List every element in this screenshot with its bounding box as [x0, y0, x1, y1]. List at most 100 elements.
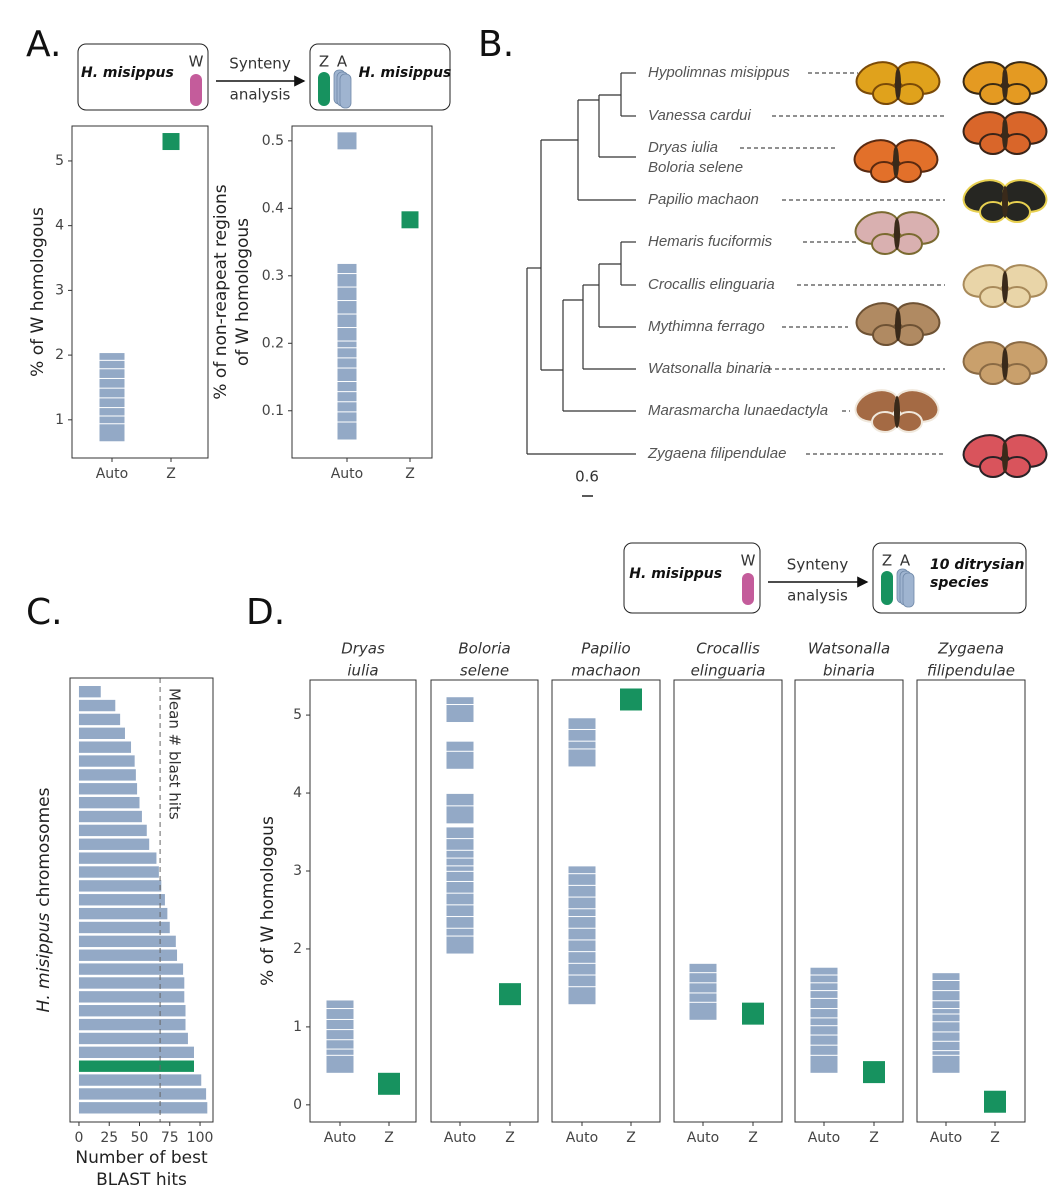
x-tick-label: 25	[100, 1130, 118, 1146]
chromosome-label: A	[337, 53, 348, 71]
bar	[78, 727, 125, 739]
facet-title: iulia	[347, 662, 378, 680]
x-tick-label: Z	[990, 1130, 1000, 1146]
facet-title: machaon	[571, 662, 640, 680]
y-axis-label: H. misippus chromosomes	[34, 787, 54, 1012]
w-chromosome	[742, 573, 754, 605]
bar	[78, 769, 136, 781]
body	[1002, 271, 1008, 303]
bar	[78, 935, 176, 948]
z-chromosome	[318, 72, 330, 106]
point	[741, 1001, 765, 1026]
specimen-photo	[962, 179, 1048, 223]
y-tick-label: 0.5	[262, 133, 284, 149]
bar	[78, 1074, 202, 1086]
x-tick-label: Auto	[444, 1130, 477, 1146]
bar	[78, 741, 132, 753]
species-label: Hypolimnas misippus	[648, 64, 790, 81]
chromosome-label: A	[900, 552, 911, 570]
bar	[78, 921, 170, 934]
x-tick-label: Z	[626, 1130, 636, 1146]
y-tick-label: 3	[293, 863, 302, 879]
specimen-photo	[962, 111, 1048, 155]
body	[893, 146, 899, 178]
facet-title: Papilio	[581, 640, 630, 658]
bar	[78, 699, 116, 712]
plot-frame	[673, 679, 783, 1123]
x-tick-label: Auto	[566, 1130, 599, 1146]
a-chromosome	[902, 572, 915, 608]
x-tick-label: Auto	[324, 1130, 357, 1146]
bar	[78, 1046, 194, 1059]
bar	[78, 991, 185, 1003]
species-label: Vanessa cardui	[648, 107, 752, 124]
specimen-photo	[854, 389, 940, 433]
bar	[78, 1102, 208, 1114]
x-tick-label: Z	[166, 466, 176, 482]
scale-label: 0.6	[575, 468, 599, 486]
y-axis-label: % of non-reapeat regions	[211, 184, 231, 399]
bar	[78, 686, 101, 698]
point	[567, 748, 597, 768]
y-axis-label: % of W homologous	[258, 816, 278, 986]
x-tick-label: 0	[74, 1130, 83, 1146]
point	[619, 687, 643, 712]
body	[895, 309, 901, 341]
bar	[78, 880, 162, 892]
x-tick-label: Z	[869, 1130, 879, 1146]
y-tick-label: 4	[55, 218, 64, 234]
schematic-box	[623, 542, 761, 614]
panel-label: B.	[478, 24, 514, 65]
chromosome-label: Z	[882, 552, 892, 570]
bar	[78, 1018, 186, 1031]
y-tick-label: 0	[293, 1097, 302, 1113]
point	[445, 704, 475, 724]
facet-title: selene	[460, 662, 509, 680]
species-name: H. misippus	[81, 65, 174, 81]
body	[1002, 186, 1008, 218]
facet-title: Dryas	[341, 640, 385, 658]
x-tick-label: Z	[505, 1130, 515, 1146]
panel-label: A.	[26, 24, 61, 65]
bar	[78, 783, 138, 795]
arrow-label: Synteny	[229, 55, 291, 73]
plot-frame	[71, 125, 209, 459]
specimen-photo	[854, 211, 940, 255]
y-tick-label: 0.4	[262, 200, 284, 216]
body	[1002, 118, 1008, 150]
a-chromosome	[339, 73, 352, 109]
facet-title: binaria	[823, 662, 875, 680]
bar	[78, 963, 184, 975]
specimen-photo	[962, 341, 1048, 385]
point	[983, 1089, 1007, 1114]
y-tick-label: 1	[55, 412, 64, 428]
arrow-label: Synteny	[787, 556, 849, 574]
x-axis-label: BLAST hits	[96, 1170, 187, 1190]
w-chromosome	[190, 74, 202, 106]
plot-frame	[430, 679, 539, 1123]
x-tick-label: 75	[161, 1130, 179, 1146]
point	[809, 1054, 839, 1074]
point	[498, 982, 522, 1007]
x-tick-label: 50	[131, 1130, 149, 1146]
bar	[78, 796, 140, 809]
x-tick-label: Z	[405, 466, 415, 482]
species-name: 10 ditrysian	[930, 557, 1024, 573]
bar	[78, 949, 178, 961]
bar	[78, 824, 147, 837]
point	[336, 131, 358, 151]
species-label: Mythimna ferrago	[648, 318, 765, 335]
point	[400, 210, 420, 230]
y-axis-label: % of W homologous	[28, 207, 48, 377]
body	[895, 68, 901, 100]
mean-label: Mean # blast hits	[166, 688, 184, 820]
species-label: Marasmarcha lunaedactyla	[648, 402, 828, 419]
plot-frame	[916, 679, 1026, 1123]
bar	[78, 1060, 194, 1072]
species-label: Crocallis elinguaria	[648, 276, 775, 293]
arrow-label: analysis	[230, 86, 291, 104]
point	[445, 750, 475, 770]
panel-label: D.	[246, 592, 285, 633]
y-tick-label: 1	[293, 1019, 302, 1035]
